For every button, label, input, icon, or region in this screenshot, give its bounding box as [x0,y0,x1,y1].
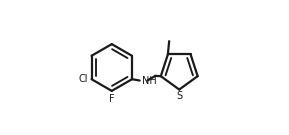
Text: S: S [176,91,182,101]
Text: F: F [109,94,114,104]
Text: Cl: Cl [79,74,88,84]
Text: NH: NH [142,76,157,86]
